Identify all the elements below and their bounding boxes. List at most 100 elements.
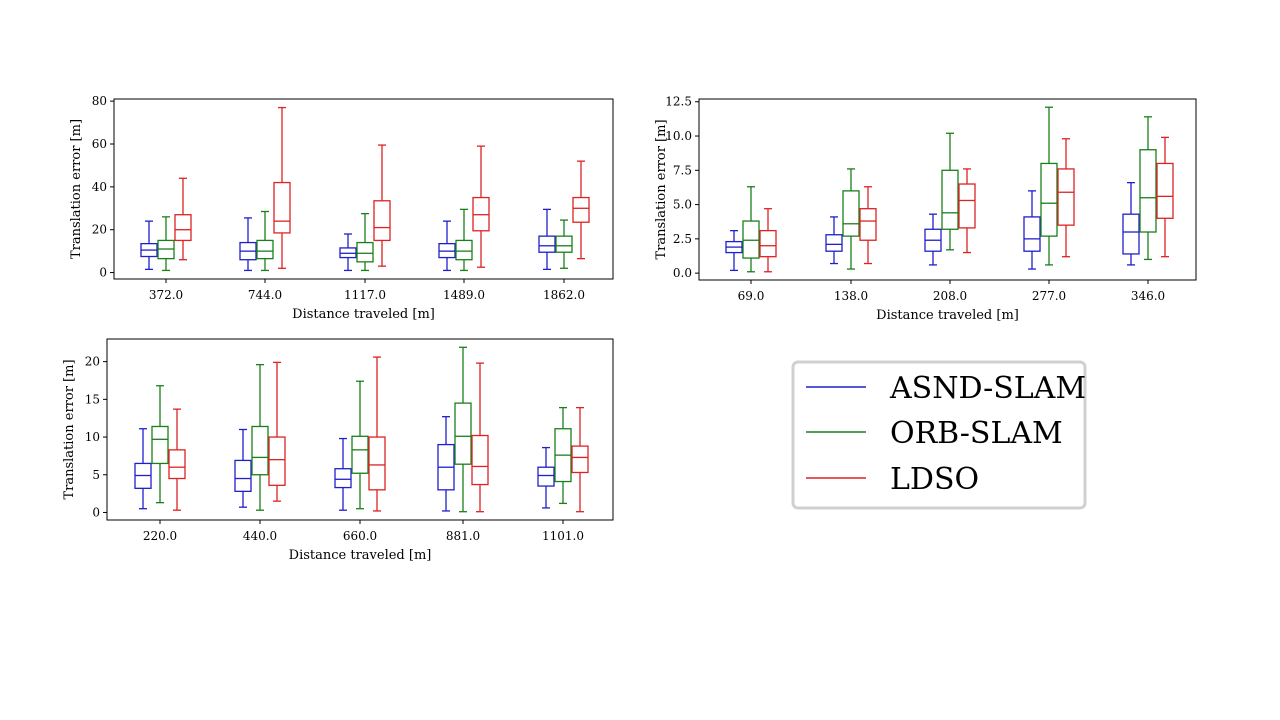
box-orb-slam-440-0 (251, 363, 269, 511)
box-iqr (174, 214, 192, 242)
y-tick-label: 12.5 (665, 95, 692, 109)
box-iqr (1057, 168, 1075, 226)
box-iqr (1139, 149, 1157, 233)
box-ldso-277-0 (1057, 138, 1075, 258)
box-orb-slam-220-0 (151, 385, 169, 504)
axes-frame (113, 98, 614, 280)
box-iqr (1122, 213, 1140, 255)
y-axis-label: Translation error [m] (654, 119, 669, 259)
x-tick-label: 220.0 (143, 529, 177, 543)
y-tick-label: 10 (85, 430, 100, 444)
box-asnd-slam-1101-0 (537, 446, 555, 509)
box-ldso-1489-0 (472, 145, 490, 268)
box-iqr (555, 235, 573, 253)
box-ldso-138-0 (859, 186, 877, 265)
axes-frame (698, 98, 1197, 281)
chart-panel-3: 0 5 10 15 20 220.0 440.0 660.0 881.0 1101.0 Distan… (62, 338, 614, 563)
box-iqr (455, 239, 473, 261)
y-tick-label: 20 (85, 355, 100, 369)
box-asnd-slam-138-0 (825, 216, 843, 265)
box-ldso-346-0 (1156, 136, 1174, 258)
x-tick-label: 660.0 (343, 529, 377, 543)
x-tick-label: 1117.0 (344, 288, 386, 302)
box-asnd-slam-346-0 (1122, 181, 1140, 266)
box-ldso-220-0 (168, 408, 186, 511)
x-tick-label: 1489.0 (443, 288, 485, 302)
box-iqr (373, 200, 391, 242)
box-iqr (1156, 162, 1174, 219)
box-iqr (759, 229, 777, 258)
box-asnd-slam-660-0 (334, 437, 352, 511)
box-iqr (471, 434, 489, 486)
box-asnd-slam-1489-0 (438, 220, 456, 272)
box-iqr (941, 169, 959, 230)
box-asnd-slam-69-0 (725, 229, 743, 272)
box-asnd-slam-208-0 (924, 213, 942, 266)
box-orb-slam-1117-0 (356, 212, 374, 272)
x-tick-label: 440.0 (243, 529, 277, 543)
box-asnd-slam-1862-0 (538, 208, 556, 271)
box-orb-slam-744-0 (256, 210, 274, 272)
box-iqr (538, 235, 556, 253)
x-tick-label: 138.0 (834, 289, 868, 303)
x-tick-label: 277.0 (1032, 289, 1066, 303)
box-iqr (256, 239, 274, 260)
box-orb-slam-660-0 (351, 380, 369, 510)
box-iqr (273, 181, 291, 234)
box-orb-slam-881-0 (454, 346, 472, 513)
x-axis-label: Distance traveled [m] (876, 308, 1019, 323)
y-tick-label: 5 (92, 468, 100, 482)
y-tick-label: 5.0 (673, 198, 692, 212)
box-iqr (268, 436, 286, 486)
box-iqr (368, 436, 386, 491)
chart-panel-1: 0 20 40 60 80 372.0 744.0 1117.0 1489.0 1862.0 Dis… (69, 94, 614, 322)
box-ldso-660-0 (368, 356, 386, 512)
y-tick-label: 0 (92, 505, 100, 519)
legend-frame (791, 360, 1087, 510)
box-ldso-1101-0 (571, 406, 589, 513)
x-tick-label: 372.0 (149, 288, 183, 302)
box-iqr (334, 468, 352, 489)
y-tick-label: 60 (92, 137, 107, 151)
box-ldso-69-0 (759, 208, 777, 273)
box-iqr (571, 445, 589, 474)
y-tick-label: 10.0 (665, 129, 692, 143)
box-orb-slam-1101-0 (554, 406, 572, 505)
box-iqr (251, 425, 269, 476)
x-tick-label: 1101.0 (542, 529, 584, 543)
y-tick-label: 0.0 (673, 266, 692, 280)
legend-label-asnd-slam: ASND-SLAM (889, 371, 1086, 406)
y-tick-label: 15 (85, 392, 100, 406)
box-ldso-881-0 (471, 362, 489, 513)
box-ldso-440-0 (268, 361, 286, 502)
box-ldso-1862-0 (572, 160, 590, 260)
legend: ASND-SLAM ORB-SLAM LDSO (791, 360, 1087, 510)
y-tick-label: 7.5 (673, 163, 692, 177)
x-axis-label: Distance traveled [m] (289, 548, 432, 563)
box-iqr (234, 459, 252, 492)
box-iqr (151, 425, 169, 465)
box-orb-slam-277-0 (1040, 106, 1058, 266)
box-orb-slam-138-0 (842, 168, 860, 270)
y-tick-label: 0 (99, 266, 107, 280)
chart-panel-2: 0.0 2.5 5.0 7.5 10.0 12.5 69.0 138.0 208.0 277.0 3… (654, 95, 1197, 323)
box-orb-slam-1862-0 (555, 219, 573, 269)
legend-label-orb-slam: ORB-SLAM (890, 416, 1063, 451)
legend-label-ldso: LDSO (890, 462, 979, 497)
box-iqr (742, 220, 760, 259)
box-iqr (168, 449, 186, 480)
y-tick-label: 2.5 (673, 232, 692, 246)
box-asnd-slam-440-0 (234, 428, 252, 508)
x-tick-label: 744.0 (248, 288, 282, 302)
box-iqr (859, 208, 877, 241)
box-asnd-slam-881-0 (437, 416, 455, 512)
x-tick-label: 1862.0 (543, 288, 585, 302)
box-ldso-372-0 (174, 177, 192, 261)
box-iqr (825, 234, 843, 252)
box-orb-slam-346-0 (1139, 116, 1157, 261)
box-ldso-208-0 (958, 168, 976, 254)
box-asnd-slam-372-0 (140, 220, 158, 271)
y-tick-label: 80 (92, 94, 107, 108)
x-tick-label: 346.0 (1131, 289, 1165, 303)
